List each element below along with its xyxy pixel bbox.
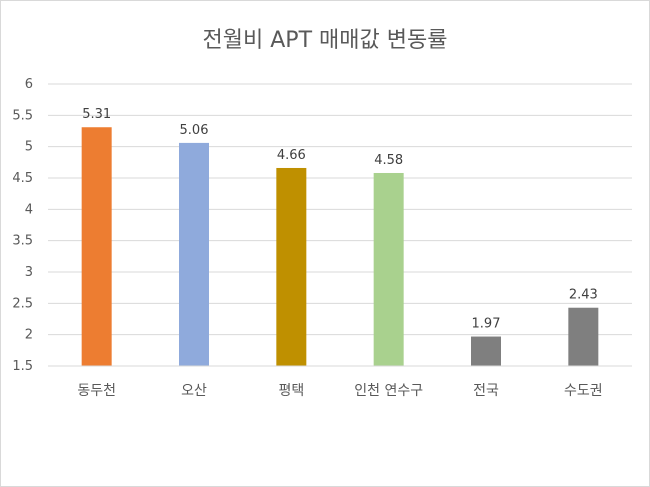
y-tick-label: 2 [25, 328, 33, 343]
data-label: 5.31 [82, 107, 111, 122]
chart-title: 전월비 APT 매매값 변동률 [203, 28, 448, 53]
x-category-label: 인천 연수구 [354, 383, 423, 399]
bars [81, 127, 599, 367]
y-axis-ticks: 1.5 2 2.5 3 3.5 4 4.5 5 5.5 6 [12, 77, 33, 374]
bar [81, 127, 112, 367]
bar [373, 172, 404, 366]
x-axis-categories: 동두천 오산 평택 인천 연수구 전국 수도권 [77, 383, 602, 399]
y-tick-label: 2.5 [12, 296, 33, 311]
y-tick-label: 1.5 [12, 359, 33, 374]
y-tick-label: 5.5 [12, 108, 33, 123]
x-category-label: 평택 [278, 383, 304, 399]
data-label: 4.58 [374, 153, 403, 168]
x-category-label: 오산 [181, 383, 207, 399]
data-label: 2.43 [569, 288, 598, 303]
y-tick-label: 6 [25, 77, 33, 92]
data-label: 1.97 [472, 317, 501, 332]
bar [568, 307, 599, 366]
data-label: 4.66 [277, 148, 306, 163]
bar [179, 142, 209, 366]
y-tick-label: 3 [25, 265, 33, 280]
x-category-label: 전국 [473, 383, 499, 399]
data-label: 5.06 [180, 123, 209, 138]
y-tick-label: 5 [25, 140, 33, 155]
y-tick-label: 4.5 [12, 171, 33, 186]
y-tick-label: 3.5 [12, 234, 33, 249]
data-labels: 5.31 5.06 4.66 4.58 1.97 2.43 [82, 107, 598, 331]
y-tick-label: 4 [25, 202, 33, 217]
bar [471, 336, 501, 366]
x-category-label: 동두천 [77, 383, 116, 399]
bar [276, 167, 307, 366]
x-category-label: 수도권 [564, 383, 603, 399]
gridlines [48, 83, 632, 336]
